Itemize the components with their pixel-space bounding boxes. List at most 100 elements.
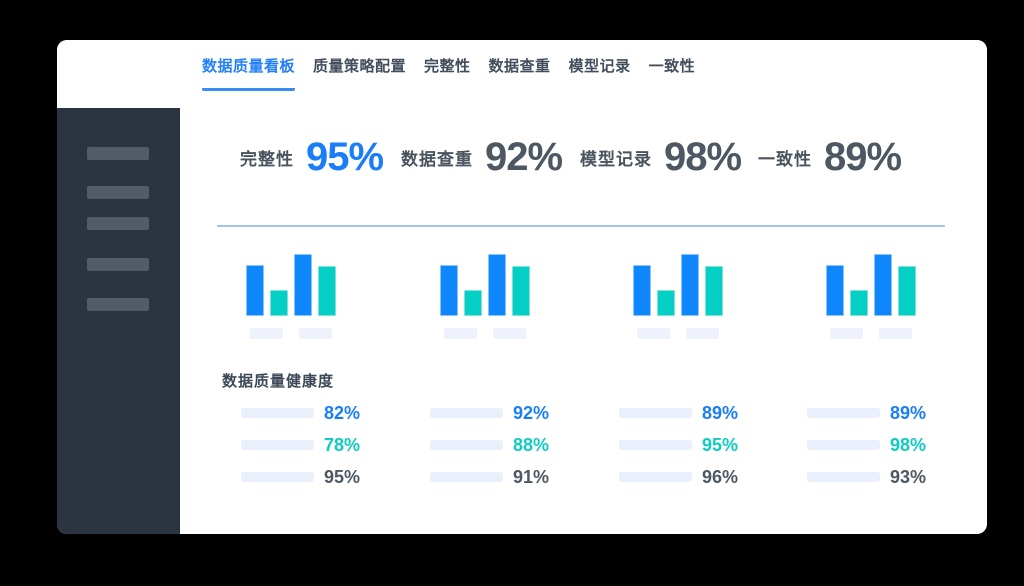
metric-label-placeholder (241, 440, 314, 450)
tab-model-records[interactable]: 模型记录 (568, 58, 631, 75)
metric-value: 82% (324, 402, 361, 423)
chart-bar (488, 254, 506, 316)
metric-label-placeholder (619, 440, 692, 450)
health-row: 89% (619, 403, 779, 423)
sidebar-menu-item-placeholder[interactable] (87, 298, 149, 311)
stat-label: 模型记录 (580, 149, 652, 169)
health-column-2: 92% 88% 91% (430, 403, 590, 499)
tab-data-quality-dashboard[interactable]: 数据质量看板 (202, 55, 296, 91)
dashboard-window: 数据质量看板 质量策略配置 完整性 数据查重 模型记录 一致性 完整性 95% … (57, 40, 987, 534)
chart-bar (294, 254, 312, 316)
chart-bars (633, 253, 728, 316)
axis-label-placeholder (879, 328, 912, 339)
stat-completeness: 完整性 95% (240, 134, 384, 179)
metric-value: 92% (513, 402, 550, 423)
chart-bars (440, 253, 535, 316)
health-row: 95% (241, 467, 401, 487)
tab-bar: 数据质量看板 质量策略配置 完整性 数据查重 模型记录 一致性 (57, 40, 987, 108)
chart-bar (898, 266, 916, 316)
sidebar-menu-item-placeholder[interactable] (87, 217, 149, 230)
metric-value: 93% (890, 466, 927, 487)
health-row: 91% (430, 467, 590, 487)
chart-bar (512, 266, 530, 316)
stat-value: 95% (306, 134, 384, 179)
metric-value: 96% (702, 466, 739, 487)
metric-label-placeholder (807, 440, 880, 450)
stat-value: 98% (664, 134, 742, 179)
chart-axis-labels (633, 328, 728, 339)
axis-label-placeholder (299, 328, 332, 339)
tab-completeness[interactable]: 完整性 (424, 58, 471, 75)
tab-consistency[interactable]: 一致性 (648, 58, 696, 75)
stat-label: 一致性 (758, 149, 812, 169)
health-row: 78% (241, 435, 401, 455)
axis-label-placeholder (250, 328, 283, 339)
axis-label-placeholder (493, 328, 526, 339)
metric-label-placeholder (241, 408, 314, 418)
stat-value: 92% (485, 134, 563, 179)
metric-value: 98% (890, 434, 927, 455)
metric-value: 88% (513, 434, 550, 455)
chart-bar (318, 266, 336, 316)
chart-bar (464, 290, 482, 316)
chart-bar (657, 290, 675, 316)
sidebar-menu-item-placeholder[interactable] (87, 258, 149, 271)
stat-label: 数据查重 (401, 149, 473, 169)
stat-label: 完整性 (240, 149, 294, 169)
metric-value: 78% (324, 434, 361, 455)
mini-bar-chart-model-records (633, 253, 728, 339)
health-row: 93% (807, 467, 967, 487)
axis-label-placeholder (637, 328, 670, 339)
chart-bars (826, 253, 921, 316)
metric-label-placeholder (241, 472, 314, 482)
metric-label-placeholder (619, 408, 692, 418)
stat-data-dedup: 数据查重 92% (401, 134, 563, 179)
metric-value: 89% (702, 402, 739, 423)
axis-label-placeholder (444, 328, 477, 339)
section-divider (217, 225, 945, 227)
chart-bar (270, 290, 288, 316)
axis-label-placeholder (830, 328, 863, 339)
health-row: 82% (241, 403, 401, 423)
chart-bar (681, 254, 699, 316)
metric-label-placeholder (430, 408, 503, 418)
metric-value: 95% (324, 466, 361, 487)
chart-bar (246, 265, 264, 316)
stat-consistency: 一致性 89% (758, 134, 902, 179)
health-column-3: 89% 95% 96% (619, 403, 779, 499)
chart-axis-labels (440, 328, 535, 339)
health-row: 96% (619, 467, 779, 487)
stat-value: 89% (824, 134, 902, 179)
chart-bar (826, 265, 844, 316)
chart-bar (440, 265, 458, 316)
metric-value: 91% (513, 466, 550, 487)
axis-label-placeholder (686, 328, 719, 339)
mini-bar-chart-data-dedup (440, 253, 535, 339)
metric-label-placeholder (807, 472, 880, 482)
mini-bar-chart-consistency (826, 253, 921, 339)
metric-label-placeholder (619, 472, 692, 482)
health-row: 92% (430, 403, 590, 423)
health-row: 89% (807, 403, 967, 423)
metric-label-placeholder (430, 440, 503, 450)
chart-bar (633, 265, 651, 316)
health-row: 95% (619, 435, 779, 455)
sidebar-menu-item-placeholder[interactable] (87, 186, 149, 199)
metric-value: 95% (702, 434, 739, 455)
tab-quality-policy-config[interactable]: 质量策略配置 (313, 58, 407, 75)
health-row: 88% (430, 435, 590, 455)
tab-data-dedup[interactable]: 数据查重 (488, 58, 551, 75)
health-section-title: 数据质量健康度 (222, 373, 335, 390)
chart-bar (705, 266, 723, 316)
health-column-1: 82% 78% 95% (241, 403, 401, 499)
mini-bar-chart-completeness (246, 253, 341, 339)
chart-axis-labels (246, 328, 341, 339)
metric-label-placeholder (430, 472, 503, 482)
sidebar-menu-item-placeholder[interactable] (87, 147, 149, 160)
metric-value: 89% (890, 402, 927, 423)
stat-model-records: 模型记录 98% (580, 134, 742, 179)
chart-axis-labels (826, 328, 921, 339)
chart-bars (246, 253, 341, 316)
metric-label-placeholder (807, 408, 880, 418)
chart-bar (874, 254, 892, 316)
